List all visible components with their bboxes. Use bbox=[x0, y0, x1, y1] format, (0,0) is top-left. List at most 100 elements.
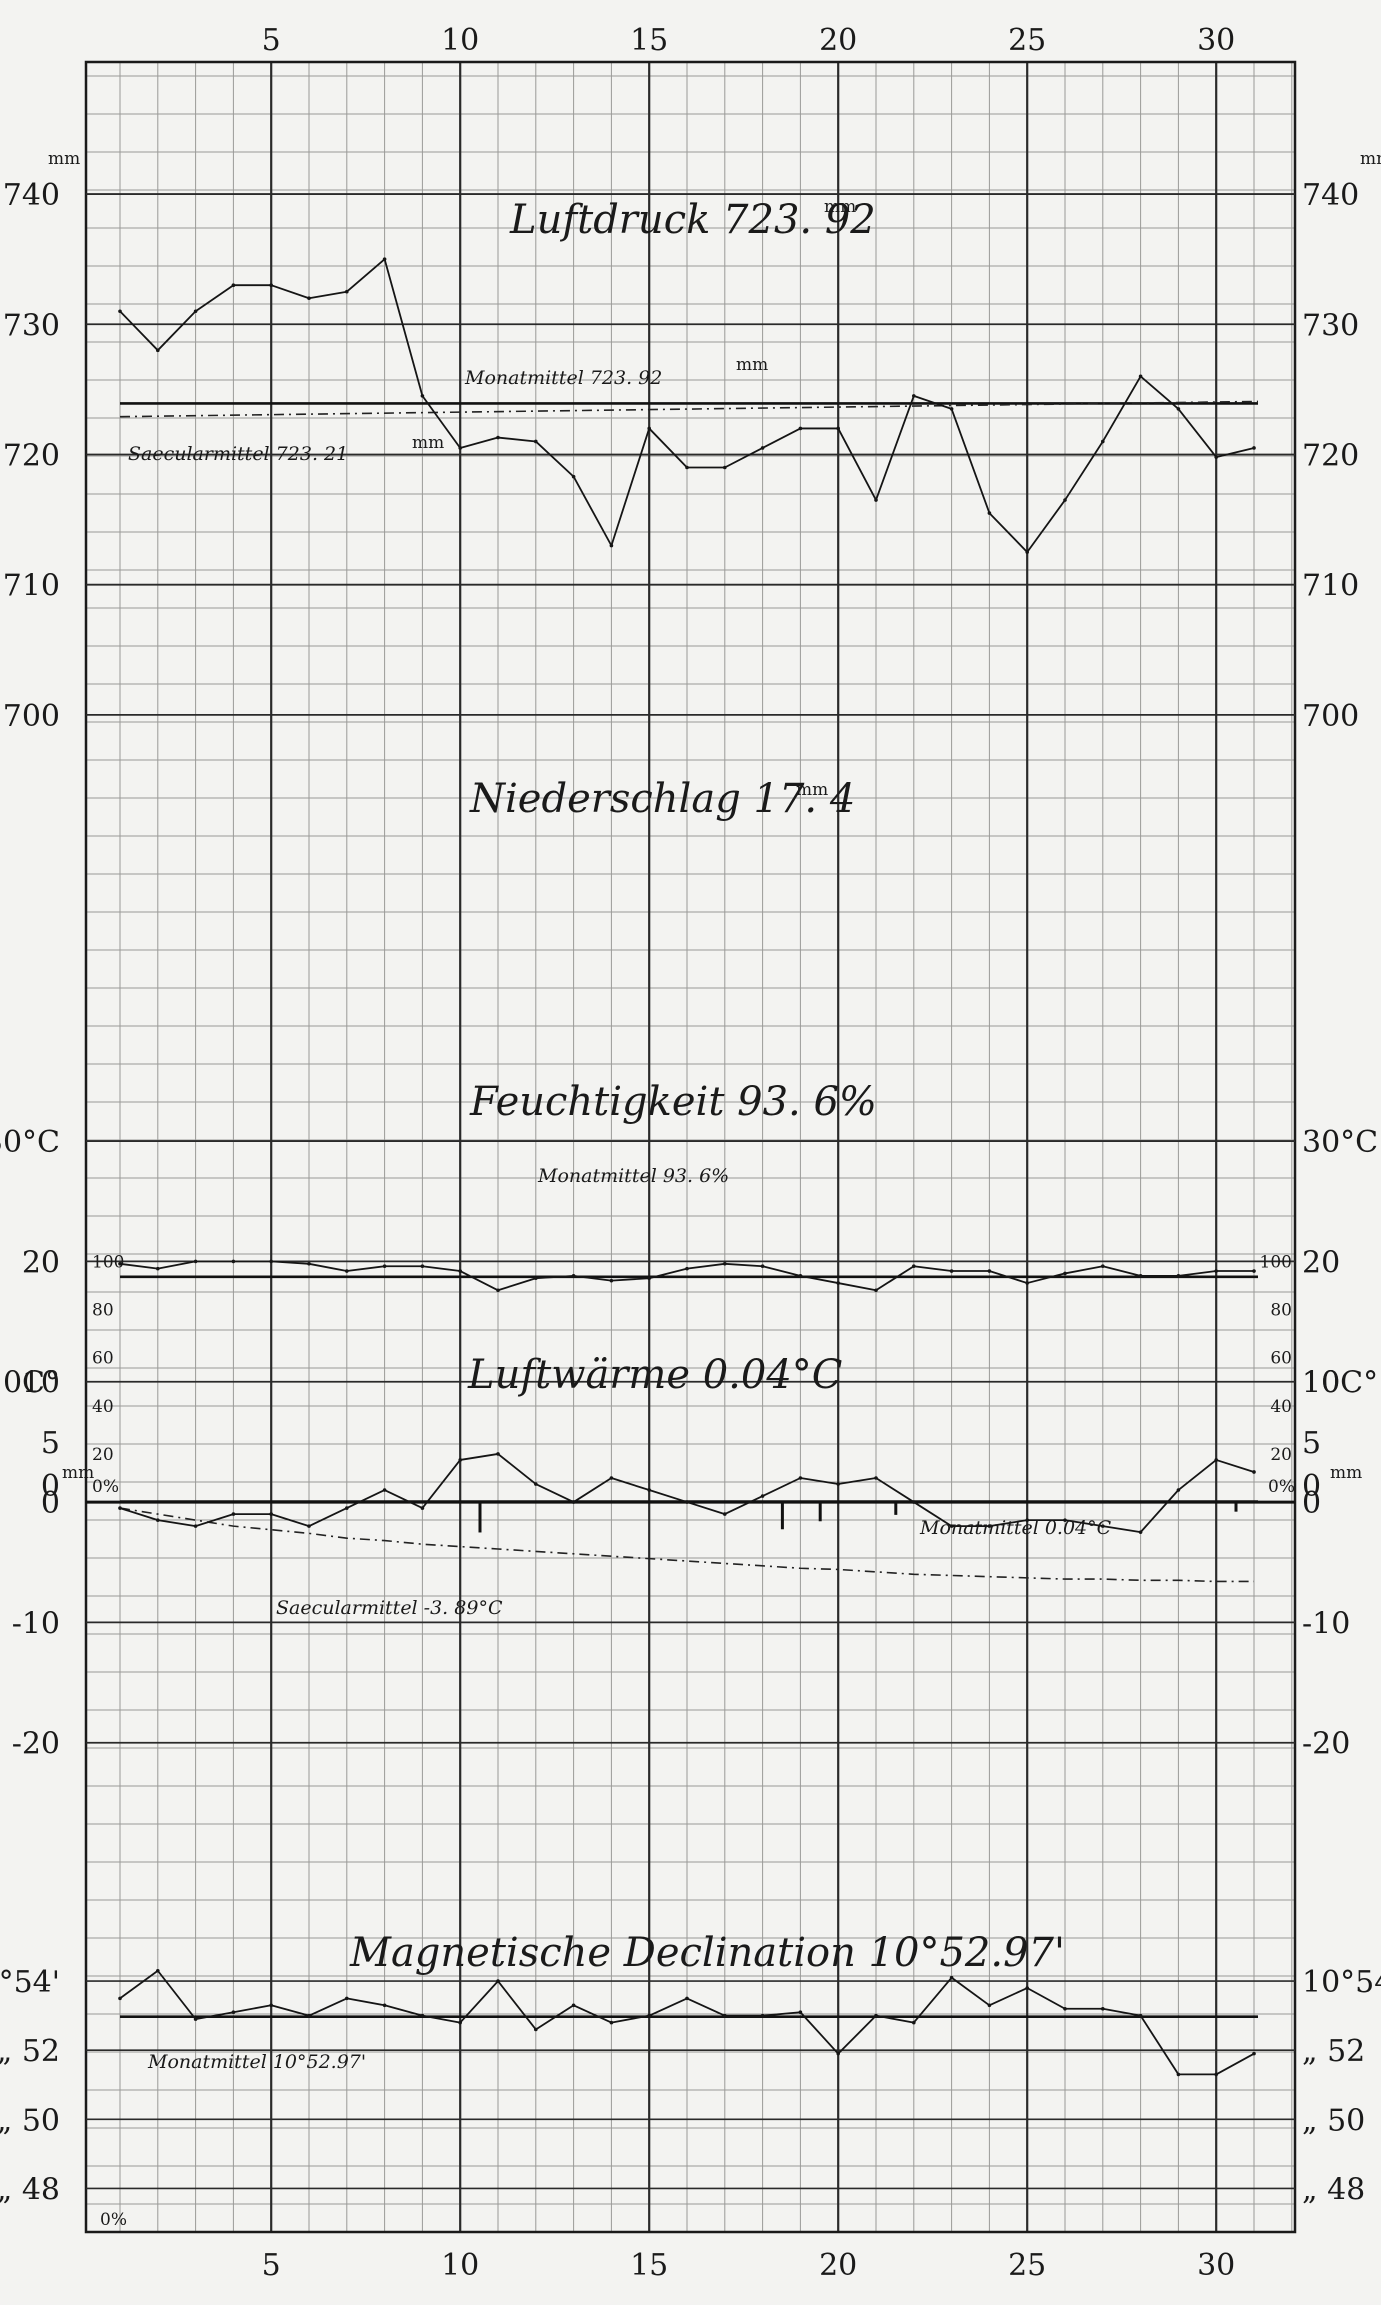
left-tick-label: 30°C bbox=[0, 1125, 60, 1160]
pressure-point bbox=[231, 283, 236, 288]
day-tick-label-bottom: 20 bbox=[819, 2248, 857, 2283]
humidity-point bbox=[1101, 1264, 1105, 1269]
plot-frame bbox=[84, 60, 1297, 2234]
humidity-point bbox=[647, 1276, 651, 1281]
declination-point bbox=[1063, 2006, 1067, 2011]
humidity-point bbox=[874, 1288, 878, 1293]
pressure-title: Luftdruck 723. 92 bbox=[509, 197, 876, 243]
pressure-point bbox=[949, 407, 954, 411]
temperature-point bbox=[798, 1476, 803, 1480]
pressure-point bbox=[345, 289, 349, 294]
precip-title-unit: mm bbox=[796, 780, 828, 800]
declination-point bbox=[193, 2017, 198, 2021]
humidity-point bbox=[836, 1281, 840, 1285]
humidity-point bbox=[1063, 1271, 1067, 1276]
temperature-point bbox=[156, 1518, 160, 1522]
precip-zero-unit-right: mm bbox=[1330, 1463, 1362, 1483]
declination-point bbox=[345, 1996, 349, 2001]
left-tick-label: „ 50 bbox=[0, 2103, 60, 2138]
humidity-point bbox=[1138, 1274, 1143, 1278]
humidity-pct-tick-left: 100 bbox=[92, 1252, 124, 1272]
humidity-title: Feuchtigkeit 93. 6% bbox=[469, 1079, 877, 1125]
humidity-point bbox=[382, 1264, 387, 1269]
pressure-point bbox=[1252, 446, 1256, 450]
temperature-point bbox=[118, 1506, 122, 1510]
temperature-point bbox=[1063, 1518, 1067, 1522]
left-tick-label: 10°54' bbox=[0, 1965, 60, 2000]
day-tick-label-bottom: 25 bbox=[1008, 2248, 1046, 2283]
temperature-point bbox=[458, 1458, 463, 1462]
temperature-point bbox=[420, 1506, 425, 1510]
temperature-point bbox=[874, 1476, 878, 1480]
humidity-pct-tick-right: 20 bbox=[1270, 1445, 1292, 1465]
declination-point bbox=[420, 2013, 425, 2018]
humidity-pct-tick-right: 100 bbox=[1260, 1252, 1292, 1272]
left-tick-label: „ 52 bbox=[0, 2034, 60, 2069]
pressure-point bbox=[496, 435, 500, 440]
pressure-point bbox=[798, 426, 803, 431]
declination-point bbox=[1176, 2072, 1181, 2077]
bottom-pct-label: 0% bbox=[100, 2210, 127, 2230]
declination-point bbox=[1214, 2072, 1218, 2077]
right-tick-label: „ 48 bbox=[1302, 2172, 1365, 2207]
humidity-point bbox=[156, 1266, 160, 1271]
pressure-point bbox=[836, 426, 840, 431]
declination-title: Magnetische Declination 10°52.97' bbox=[349, 1930, 1065, 1976]
humidity-pct-tick-right: 40 bbox=[1270, 1397, 1292, 1417]
humidity-point bbox=[118, 1262, 122, 1266]
declination-point bbox=[912, 2020, 916, 2025]
pressure-unit-right: mm bbox=[1360, 149, 1381, 169]
right-tick-label: 20 bbox=[1302, 1245, 1340, 1280]
left-tick-label: -20 bbox=[12, 1727, 60, 1762]
declination-point bbox=[685, 1996, 689, 2001]
temperature-point bbox=[1252, 1470, 1256, 1474]
right-tick-label: -10 bbox=[1302, 1606, 1350, 1641]
temperature-point bbox=[912, 1500, 916, 1504]
precip-tick-right: 10 bbox=[1302, 1366, 1340, 1401]
pressure-point bbox=[987, 511, 992, 515]
declination-point bbox=[156, 1968, 160, 1973]
data-layer: Luftdruck 723. 92 mm Monatmittel 723. 92 mm… bbox=[118, 197, 1259, 2077]
humidity-point bbox=[458, 1269, 463, 1273]
declination-point bbox=[1138, 2013, 1143, 2018]
right-tick-label: 10°54' bbox=[1302, 1965, 1381, 2000]
pressure-unit-left: mm bbox=[48, 149, 80, 169]
pressure-point bbox=[1063, 498, 1067, 502]
pressure-mean-unit: mm bbox=[736, 355, 768, 375]
pressure-point bbox=[193, 309, 198, 314]
temperature-point bbox=[1101, 1524, 1105, 1528]
declination-point bbox=[723, 2013, 727, 2018]
temperature-point bbox=[1214, 1458, 1218, 1462]
right-tick-label: 10C° bbox=[1302, 1366, 1378, 1401]
pressure-point bbox=[458, 446, 463, 450]
humidity-point bbox=[912, 1264, 916, 1269]
right-tick-label: 730 bbox=[1302, 308, 1359, 343]
left-tick-label: 730 bbox=[3, 308, 60, 343]
pct-label-left: 0% bbox=[92, 1477, 119, 1497]
left-tick-label: 720 bbox=[3, 438, 60, 473]
declination-point bbox=[609, 2020, 614, 2025]
temperature-point bbox=[534, 1482, 538, 1486]
humidity-pct-tick-right: 60 bbox=[1270, 1349, 1292, 1369]
precip-zero-unit-left: mm bbox=[62, 1463, 94, 1483]
declination-point bbox=[118, 1996, 122, 2001]
declination-point bbox=[231, 2010, 236, 2015]
humidity-pct-tick-left: 40 bbox=[92, 1397, 114, 1417]
right-tick-label: 0 bbox=[1302, 1486, 1321, 1521]
declination-point bbox=[874, 2013, 878, 2018]
temperature-point bbox=[647, 1488, 651, 1492]
temperature-point bbox=[1025, 1518, 1029, 1522]
declination-point bbox=[1025, 1986, 1029, 1990]
declination-point bbox=[534, 2027, 538, 2032]
pressure-point bbox=[307, 296, 311, 301]
pressure-point bbox=[685, 465, 689, 470]
left-tick-label: 700 bbox=[3, 699, 60, 734]
pressure-point bbox=[420, 394, 425, 398]
declination-point bbox=[760, 2013, 765, 2018]
humidity-point bbox=[193, 1259, 198, 1264]
precip-tick-right: 5 bbox=[1302, 1426, 1321, 1461]
pressure-mean-label: Monatmittel 723. 92 bbox=[464, 367, 662, 389]
humidity-pct-tick-left: 60 bbox=[92, 1349, 114, 1369]
declination-point bbox=[836, 2051, 840, 2056]
